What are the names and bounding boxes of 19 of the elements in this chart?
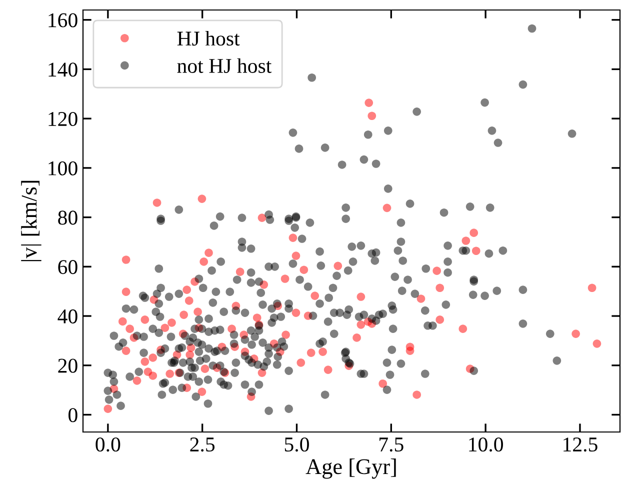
x-tick-label: 12.5 (564, 438, 598, 452)
y-tick-label: 40 (58, 309, 78, 324)
y-tick-label: 140 (48, 62, 78, 77)
legend-label: not HJ host (177, 58, 272, 73)
x-axis-title: Age [Gyr] (306, 458, 396, 479)
y-tick-label: 0 (68, 408, 78, 422)
x-tick-label: 10.0 (469, 437, 503, 452)
legend-label: HJ host (177, 30, 240, 46)
y-tick-label: 120 (48, 112, 78, 126)
y-tick-label: 100 (48, 161, 78, 176)
x-tick-label: 2.5 (190, 438, 215, 452)
y-axis-title: |v| [km/s] (21, 180, 42, 262)
y-tick-label: 20 (58, 358, 78, 373)
x-tick-label: 5.0 (284, 437, 309, 452)
y-tick-label: 80 (58, 210, 78, 225)
x-tick-label: 0.0 (96, 437, 120, 452)
y-tick-label: 60 (58, 260, 78, 274)
x-tick-label: 7.5 (380, 438, 404, 452)
y-tick-label: 160 (48, 13, 78, 28)
